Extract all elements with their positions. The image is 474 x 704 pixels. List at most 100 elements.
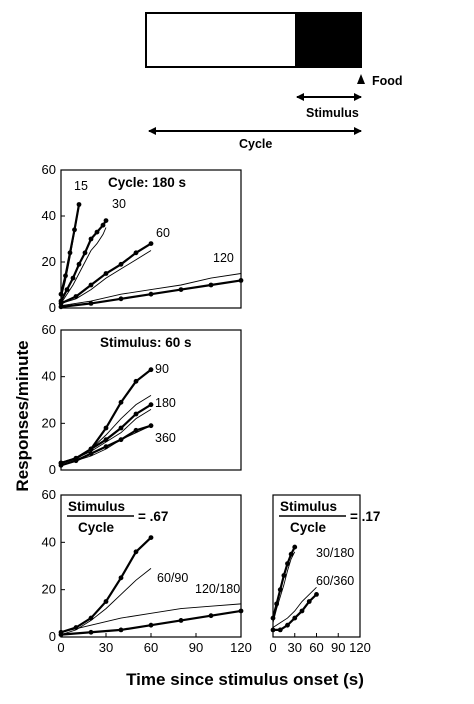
data-point xyxy=(103,425,109,431)
x-tick-label: 90 xyxy=(331,640,345,655)
series-label: 360 xyxy=(155,431,176,445)
data-point xyxy=(67,250,73,256)
data-point xyxy=(58,632,64,638)
data-point xyxy=(314,592,319,597)
series-30/180: 30/180 xyxy=(270,544,354,623)
data-point xyxy=(118,261,124,267)
data-point xyxy=(270,627,276,633)
x-tick-label: 0 xyxy=(269,640,276,655)
data-point xyxy=(88,451,94,457)
series-label: 60 xyxy=(156,226,170,240)
data-point xyxy=(148,535,154,540)
data-point xyxy=(148,402,154,408)
model-line xyxy=(60,603,242,633)
x-tick-label: 90 xyxy=(189,640,203,655)
data-point xyxy=(148,423,154,429)
y-tick-label: 40 xyxy=(42,208,56,223)
x-tick-label: 60 xyxy=(309,640,323,655)
food-label: Food xyxy=(372,74,403,88)
data-point xyxy=(288,551,294,557)
data-point xyxy=(238,608,244,614)
stimulus-label: Stimulus xyxy=(306,106,359,120)
y-tick-label: 0 xyxy=(49,462,56,477)
x-axis-label: Time since stimulus onset (s) xyxy=(126,670,364,689)
series-label: 30 xyxy=(112,197,126,211)
data-point xyxy=(72,227,77,233)
y-tick-label: 20 xyxy=(42,415,56,430)
data-point xyxy=(208,613,214,619)
data-point xyxy=(118,399,124,405)
y-axis-label: Responses/minute xyxy=(13,340,32,491)
data-point xyxy=(88,629,94,635)
data-point xyxy=(118,575,124,581)
data-point xyxy=(270,615,276,621)
data-point xyxy=(306,599,312,604)
model-line xyxy=(60,408,152,464)
data-point xyxy=(118,296,124,302)
ratio-numerator: Stimulus xyxy=(68,499,125,514)
data-point xyxy=(70,275,76,281)
food-arrow-icon xyxy=(357,74,365,84)
x-tick-label: 0 xyxy=(57,640,64,655)
data-point xyxy=(88,615,94,621)
series-360: 360 xyxy=(58,423,176,468)
data-point xyxy=(103,218,109,224)
data-line xyxy=(59,204,81,295)
series-60/90: 60/90 xyxy=(58,535,188,636)
series-label: 180 xyxy=(155,396,176,410)
data-point xyxy=(285,561,290,567)
data-point xyxy=(133,411,139,417)
data-point xyxy=(118,627,124,633)
model-line xyxy=(272,586,317,628)
y-tick-label: 60 xyxy=(42,487,56,502)
data-point xyxy=(208,282,214,288)
x-tick-label: 120 xyxy=(230,640,252,655)
data-point xyxy=(277,627,283,633)
data-point xyxy=(133,378,139,384)
model-line xyxy=(60,273,242,307)
series-label: 60/90 xyxy=(157,571,188,585)
cycle-label: Cycle xyxy=(239,137,272,151)
ratio-value: = .17 xyxy=(350,509,380,524)
ratio-denominator: Cycle xyxy=(78,520,115,535)
ratio-numerator: Stimulus xyxy=(280,499,337,514)
chart-panel-top: 0 20 40 60 Cycle: 180 s 15 30 60 120 xyxy=(42,162,244,315)
y-tick-label: 20 xyxy=(42,254,56,269)
data-point xyxy=(94,229,100,235)
data-point xyxy=(58,291,64,297)
cycle-bar-white xyxy=(145,12,297,68)
data-point xyxy=(103,444,109,450)
data-point xyxy=(118,437,124,443)
y-tick-label: 40 xyxy=(42,369,56,384)
series-120: 120 xyxy=(58,251,244,310)
data-point xyxy=(148,291,154,297)
data-point xyxy=(63,273,68,279)
data-point xyxy=(58,304,64,310)
series-label: 60/360 xyxy=(316,574,354,588)
ratio-value: = .67 xyxy=(138,509,168,524)
chart-panel-bottom-right: 0 30 60 90 120 Stimulus Cycle = .17 30/180 60/360 xyxy=(269,494,380,655)
stimulus-arrow xyxy=(296,93,362,101)
stimulus-bar-black xyxy=(295,12,362,68)
data-point xyxy=(178,618,184,623)
y-tick-label: 40 xyxy=(42,534,56,549)
data-point xyxy=(82,250,88,256)
series-label: 90 xyxy=(155,362,169,376)
series-120/180: 120/180 xyxy=(58,582,244,638)
data-point xyxy=(76,202,82,207)
data-point xyxy=(58,301,64,306)
series-label: 120 xyxy=(213,251,234,265)
data-point xyxy=(73,458,79,464)
series-90: 90 xyxy=(58,362,169,466)
series-label: 30/180 xyxy=(316,546,354,560)
model-line xyxy=(60,227,107,304)
data-point xyxy=(100,222,106,228)
series-60: 60 xyxy=(58,226,170,306)
data-point xyxy=(103,599,109,604)
ratio-denominator: Cycle xyxy=(290,520,327,535)
data-point xyxy=(274,601,280,607)
x-tick-label: 60 xyxy=(144,640,158,655)
data-point xyxy=(88,236,94,242)
data-point xyxy=(76,261,82,267)
